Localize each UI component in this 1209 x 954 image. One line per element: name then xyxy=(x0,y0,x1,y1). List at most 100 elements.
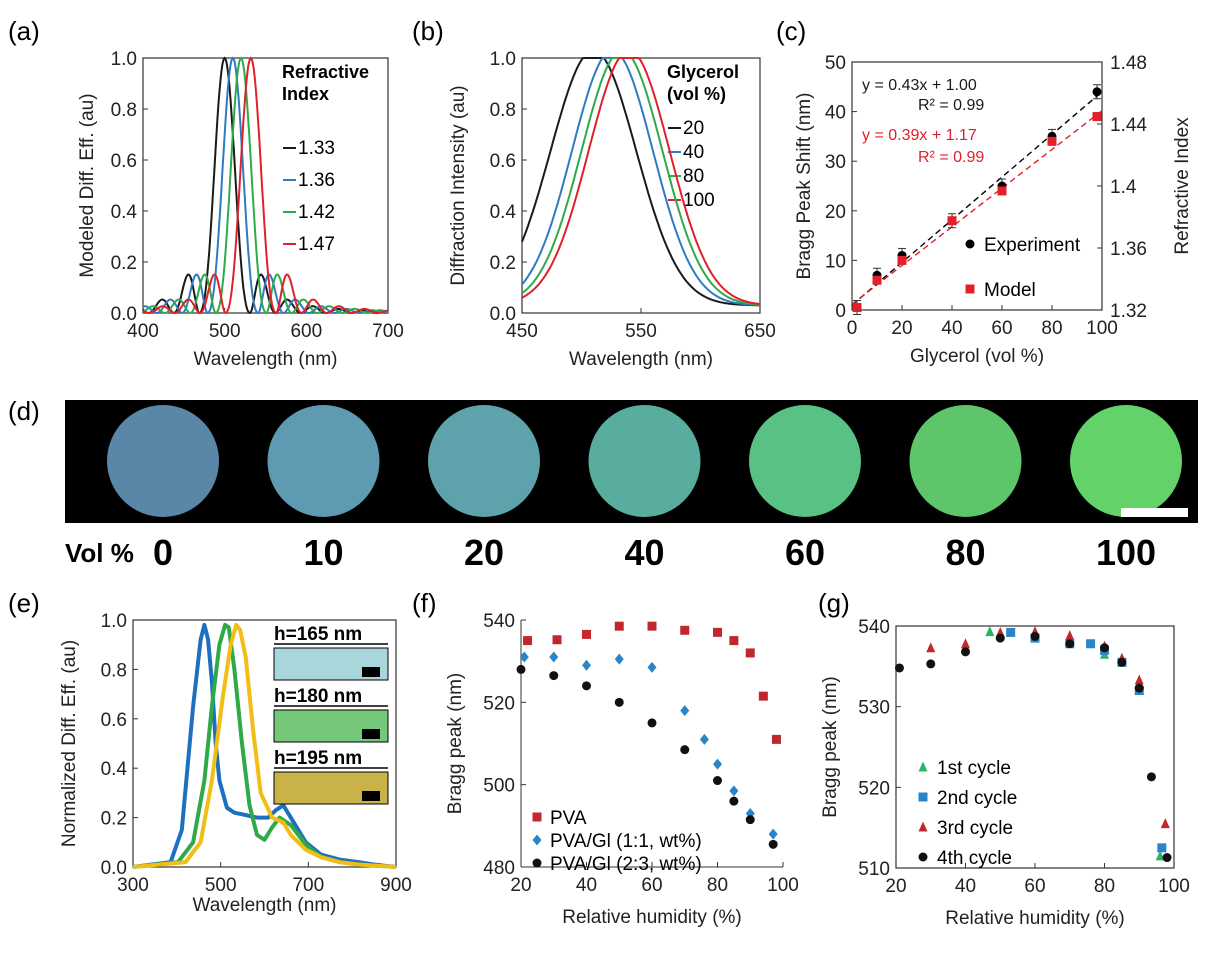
y-tick-label: 540 xyxy=(483,611,515,632)
y-tick-label: 510 xyxy=(858,859,890,880)
panel-b-chart: 450 550 650 0.0 0.2 0.4 0.6 0.8 1.0 Wavelength (n… xyxy=(448,49,776,370)
x-axis-label: Relative humidity (%) xyxy=(562,907,742,928)
y-tick-label: 500 xyxy=(483,776,515,797)
legend-label: 40 xyxy=(683,142,704,163)
x-tick-label: 80 xyxy=(707,875,728,896)
plot-frame xyxy=(132,619,397,868)
data-point xyxy=(582,659,591,671)
data-point xyxy=(1162,853,1172,863)
y2-axis-label: Refractive Index xyxy=(1172,117,1193,255)
x-tick-label: 900 xyxy=(380,875,412,896)
data-point-model xyxy=(897,255,907,265)
data-point xyxy=(1134,674,1144,685)
legend-title-line: (vol %) xyxy=(667,84,726,104)
y-tick-label: 0.2 xyxy=(101,809,127,830)
x-tick-label: 400 xyxy=(127,321,159,342)
data-point-model xyxy=(872,275,882,285)
x-tick-label: 700 xyxy=(292,875,324,896)
y-tick-label: 1.0 xyxy=(101,611,127,632)
data-point-model xyxy=(997,186,1007,196)
y-tick-label: 0.8 xyxy=(490,100,516,121)
y-axis-label: Diffraction Intensity (au) xyxy=(448,85,469,285)
data-point xyxy=(516,664,526,674)
data-point xyxy=(647,661,657,673)
data-point xyxy=(614,621,624,631)
y-tick-label: 0.8 xyxy=(101,660,127,681)
data-point xyxy=(1065,630,1075,641)
x-tick-label: 20 xyxy=(510,875,531,896)
series-line-136 xyxy=(142,56,389,315)
panel-a-chart: 400 500 600 700 0.0 0.2 0.4 0.6 0.8 1.0 Wavelength… xyxy=(77,49,404,370)
data-point xyxy=(729,796,739,806)
x-tick-label: 500 xyxy=(205,875,237,896)
x-tick-label: 40 xyxy=(576,875,597,896)
y2-tick-label: 1.4 xyxy=(1110,177,1137,198)
sample-label-60: 60 xyxy=(785,532,825,573)
y-tick-label: 540 xyxy=(858,617,890,638)
y-axis-label: Bragg peak (nm) xyxy=(445,673,466,815)
inset-label: h=195 nm xyxy=(274,748,362,769)
data-point xyxy=(1134,683,1144,693)
panel-d-image-strip: Vol % 0 10 20 40 60 80 100 xyxy=(65,400,1198,573)
legend-label: 1.42 xyxy=(298,202,335,223)
data-point xyxy=(1157,843,1167,853)
legend-label: 80 xyxy=(683,166,704,187)
data-point xyxy=(713,758,722,770)
x-tick-label: 60 xyxy=(991,318,1012,339)
legend-label: 100 xyxy=(683,190,715,211)
series-line-h195nm xyxy=(132,622,397,869)
panel-g-chart: 20 40 60 80 100 510 520 530 540 Relative humidity… xyxy=(820,617,1190,929)
y-tick-label: 1.0 xyxy=(111,49,137,70)
data-point xyxy=(729,636,739,646)
data-point xyxy=(699,733,709,745)
data-point xyxy=(582,681,591,691)
data-point-experiment xyxy=(1092,87,1102,97)
legend-title: Glycerol (vol %) xyxy=(667,62,739,104)
fit-r-squared: R² = 0.99 xyxy=(918,149,984,166)
data-point xyxy=(1065,639,1075,649)
x-tick-label: 40 xyxy=(955,876,976,897)
sample-label-80: 80 xyxy=(945,532,985,573)
x-axis-label: Wavelength (nm) xyxy=(193,895,337,916)
scale-bar xyxy=(1121,508,1188,517)
panel-label-f: (f) xyxy=(412,588,437,618)
data-point xyxy=(768,839,778,849)
data-point-model xyxy=(947,216,957,226)
x-tick-label: 20 xyxy=(891,318,912,339)
data-point xyxy=(771,734,781,744)
y-tick-label: 0.0 xyxy=(111,304,137,325)
data-point xyxy=(1117,657,1127,667)
y-tick-label: 0.4 xyxy=(490,202,517,223)
y2-tick-label: 1.36 xyxy=(1110,239,1147,260)
sample-label-10: 10 xyxy=(303,532,343,573)
data-point xyxy=(1006,627,1016,637)
data-point xyxy=(961,638,970,649)
legend-label: Model xyxy=(984,280,1036,301)
x-tick-label: 450 xyxy=(506,321,538,342)
y-tick-label: 520 xyxy=(858,778,890,799)
data-point xyxy=(926,642,936,653)
inset-scale-bar xyxy=(362,729,380,739)
legend-label: 2nd cycle xyxy=(937,788,1017,809)
y-tick-label: 480 xyxy=(483,858,515,879)
legend-label: 20 xyxy=(683,118,704,139)
y2-tick-label: 1.48 xyxy=(1110,53,1147,74)
legend-title-line: Index xyxy=(282,84,329,104)
x-axis-label: Glycerol (vol %) xyxy=(910,346,1044,367)
y-tick-label: 0.6 xyxy=(101,710,127,731)
data-point xyxy=(680,705,690,717)
legend-label: PVA xyxy=(550,808,587,829)
data-point xyxy=(926,659,936,669)
x-tick-label: 300 xyxy=(117,875,149,896)
data-point xyxy=(582,629,591,639)
series-line-133 xyxy=(142,56,388,315)
legend-title-line: Glycerol xyxy=(667,62,739,82)
sample-label-0: 0 xyxy=(153,532,173,573)
y-tick-label: 50 xyxy=(825,53,846,74)
data-point xyxy=(713,776,722,786)
legend-label: PVA/Gl (2:3, wt%) xyxy=(550,854,702,875)
data-point xyxy=(519,651,529,663)
fit-r-squared: R² = 0.99 xyxy=(918,97,984,114)
data-point xyxy=(549,671,559,681)
